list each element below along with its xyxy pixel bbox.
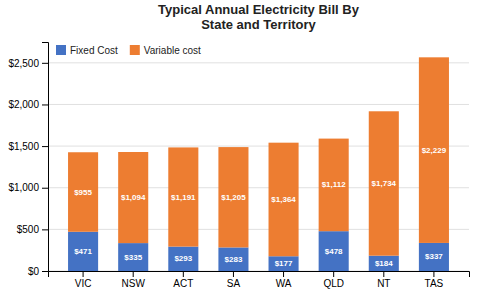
y-tick: $2,000 <box>8 99 48 110</box>
data-labels: $471 $335 $293 $283 $177 $478 $184 $337 $955 $1,0… <box>74 146 447 269</box>
data-label: $1,112 <box>322 180 347 189</box>
x-tick: TAS <box>425 271 444 289</box>
x-tick: SA <box>227 271 241 289</box>
bar <box>419 57 449 243</box>
x-axis-line <box>49 272 470 278</box>
y-tick: $1,500 <box>8 141 48 152</box>
bar <box>68 152 98 232</box>
grid-line <box>48 104 469 105</box>
bar <box>269 256 299 271</box>
chart: $0 $500 $1,000 $1,500 $2,000 $2,500 VIC NSW ACT S… <box>0 0 479 293</box>
data-label: $184 <box>375 259 393 268</box>
y-tick-mark <box>42 63 48 64</box>
legend-swatch <box>56 45 66 55</box>
y-tick-label: $1,500 <box>8 141 39 152</box>
bar <box>319 231 349 271</box>
data-label: $293 <box>174 254 192 263</box>
bar <box>118 243 148 271</box>
x-axis: VIC NSW ACT SA WA QLD NT TAS <box>49 271 470 289</box>
y-tick-label: $500 <box>17 224 40 235</box>
bars <box>68 57 449 271</box>
x-tick-mark <box>133 271 134 277</box>
y-tick-mark <box>42 188 48 189</box>
y-axis: $0 $500 $1,000 $1,500 $2,000 $2,500 <box>8 43 48 277</box>
data-label: $337 <box>425 252 443 261</box>
data-label: $335 <box>124 253 142 262</box>
legend-label: Fixed Cost <box>70 45 118 56</box>
x-tick-label: QLD <box>323 278 344 289</box>
x-tick-label: NT <box>377 278 390 289</box>
x-tick: WA <box>276 271 292 289</box>
x-tick-label: ACT <box>173 278 193 289</box>
x-tick-mark <box>383 271 384 277</box>
data-label: $177 <box>275 259 293 268</box>
x-tick: ACT <box>173 271 193 289</box>
grid-line <box>48 229 469 230</box>
y-tick-mark <box>42 229 48 230</box>
data-label: $478 <box>325 247 343 256</box>
title: Typical Annual Electricity Bill ByState … <box>158 2 360 32</box>
x-tick-label: TAS <box>425 278 444 289</box>
x-tick-mark <box>433 271 434 277</box>
bar <box>218 247 248 271</box>
legend-label: Variable cost <box>144 45 201 56</box>
y-tick: $2,500 <box>8 58 48 69</box>
y-tick-label: $1,000 <box>8 182 39 193</box>
legend-swatch <box>130 45 140 55</box>
data-label: $1,094 <box>121 193 146 202</box>
grid-line <box>48 146 469 147</box>
x-tick-label: SA <box>227 278 241 289</box>
data-label: $471 <box>74 247 92 256</box>
grid-line <box>48 62 469 63</box>
y-tick-label: $0 <box>28 266 40 277</box>
legend: Fixed Cost Variable cost <box>56 45 201 56</box>
bar <box>319 139 349 232</box>
bar <box>419 243 449 271</box>
x-tick: QLD <box>323 271 344 289</box>
bar <box>369 111 399 255</box>
x-tick-mark <box>233 271 234 277</box>
x-tick-mark <box>333 271 334 277</box>
y-tick-mark <box>42 104 48 105</box>
y-axis-line <box>42 43 49 272</box>
data-label: $2,229 <box>422 146 447 155</box>
y-tick: $0 <box>28 266 48 277</box>
bar <box>269 143 299 257</box>
data-label: $1,734 <box>372 179 397 188</box>
bar <box>369 256 399 271</box>
x-tick: VIC <box>75 271 92 289</box>
x-tick-label: VIC <box>75 278 92 289</box>
x-tick-label: NSW <box>122 278 146 289</box>
bar <box>218 147 248 247</box>
x-tick-mark <box>283 271 284 277</box>
data-label: $1,191 <box>171 193 196 202</box>
x-tick: NT <box>377 271 390 289</box>
bar <box>168 147 198 246</box>
x-tick: NSW <box>122 271 146 289</box>
grid-line <box>48 187 469 188</box>
y-tick-label: $2,000 <box>8 99 39 110</box>
legend-item: Fixed Cost <box>56 45 118 56</box>
bar <box>118 152 148 243</box>
y-tick: $1,000 <box>8 182 48 193</box>
y-tick-mark <box>42 146 48 147</box>
x-tick-mark <box>183 271 184 277</box>
x-tick-label: WA <box>276 278 292 289</box>
data-label: $1,205 <box>221 193 246 202</box>
x-tick-mark <box>83 271 84 277</box>
y-tick: $500 <box>17 224 48 235</box>
bar <box>168 247 198 271</box>
y-tick-mark <box>42 271 48 272</box>
legend-item: Variable cost <box>130 45 201 56</box>
data-label: $283 <box>225 255 243 264</box>
data-label: $1,364 <box>271 195 296 204</box>
bar <box>68 232 98 271</box>
grid <box>48 63 469 271</box>
y-tick-label: $2,500 <box>8 58 39 69</box>
data-label: $955 <box>74 188 92 197</box>
